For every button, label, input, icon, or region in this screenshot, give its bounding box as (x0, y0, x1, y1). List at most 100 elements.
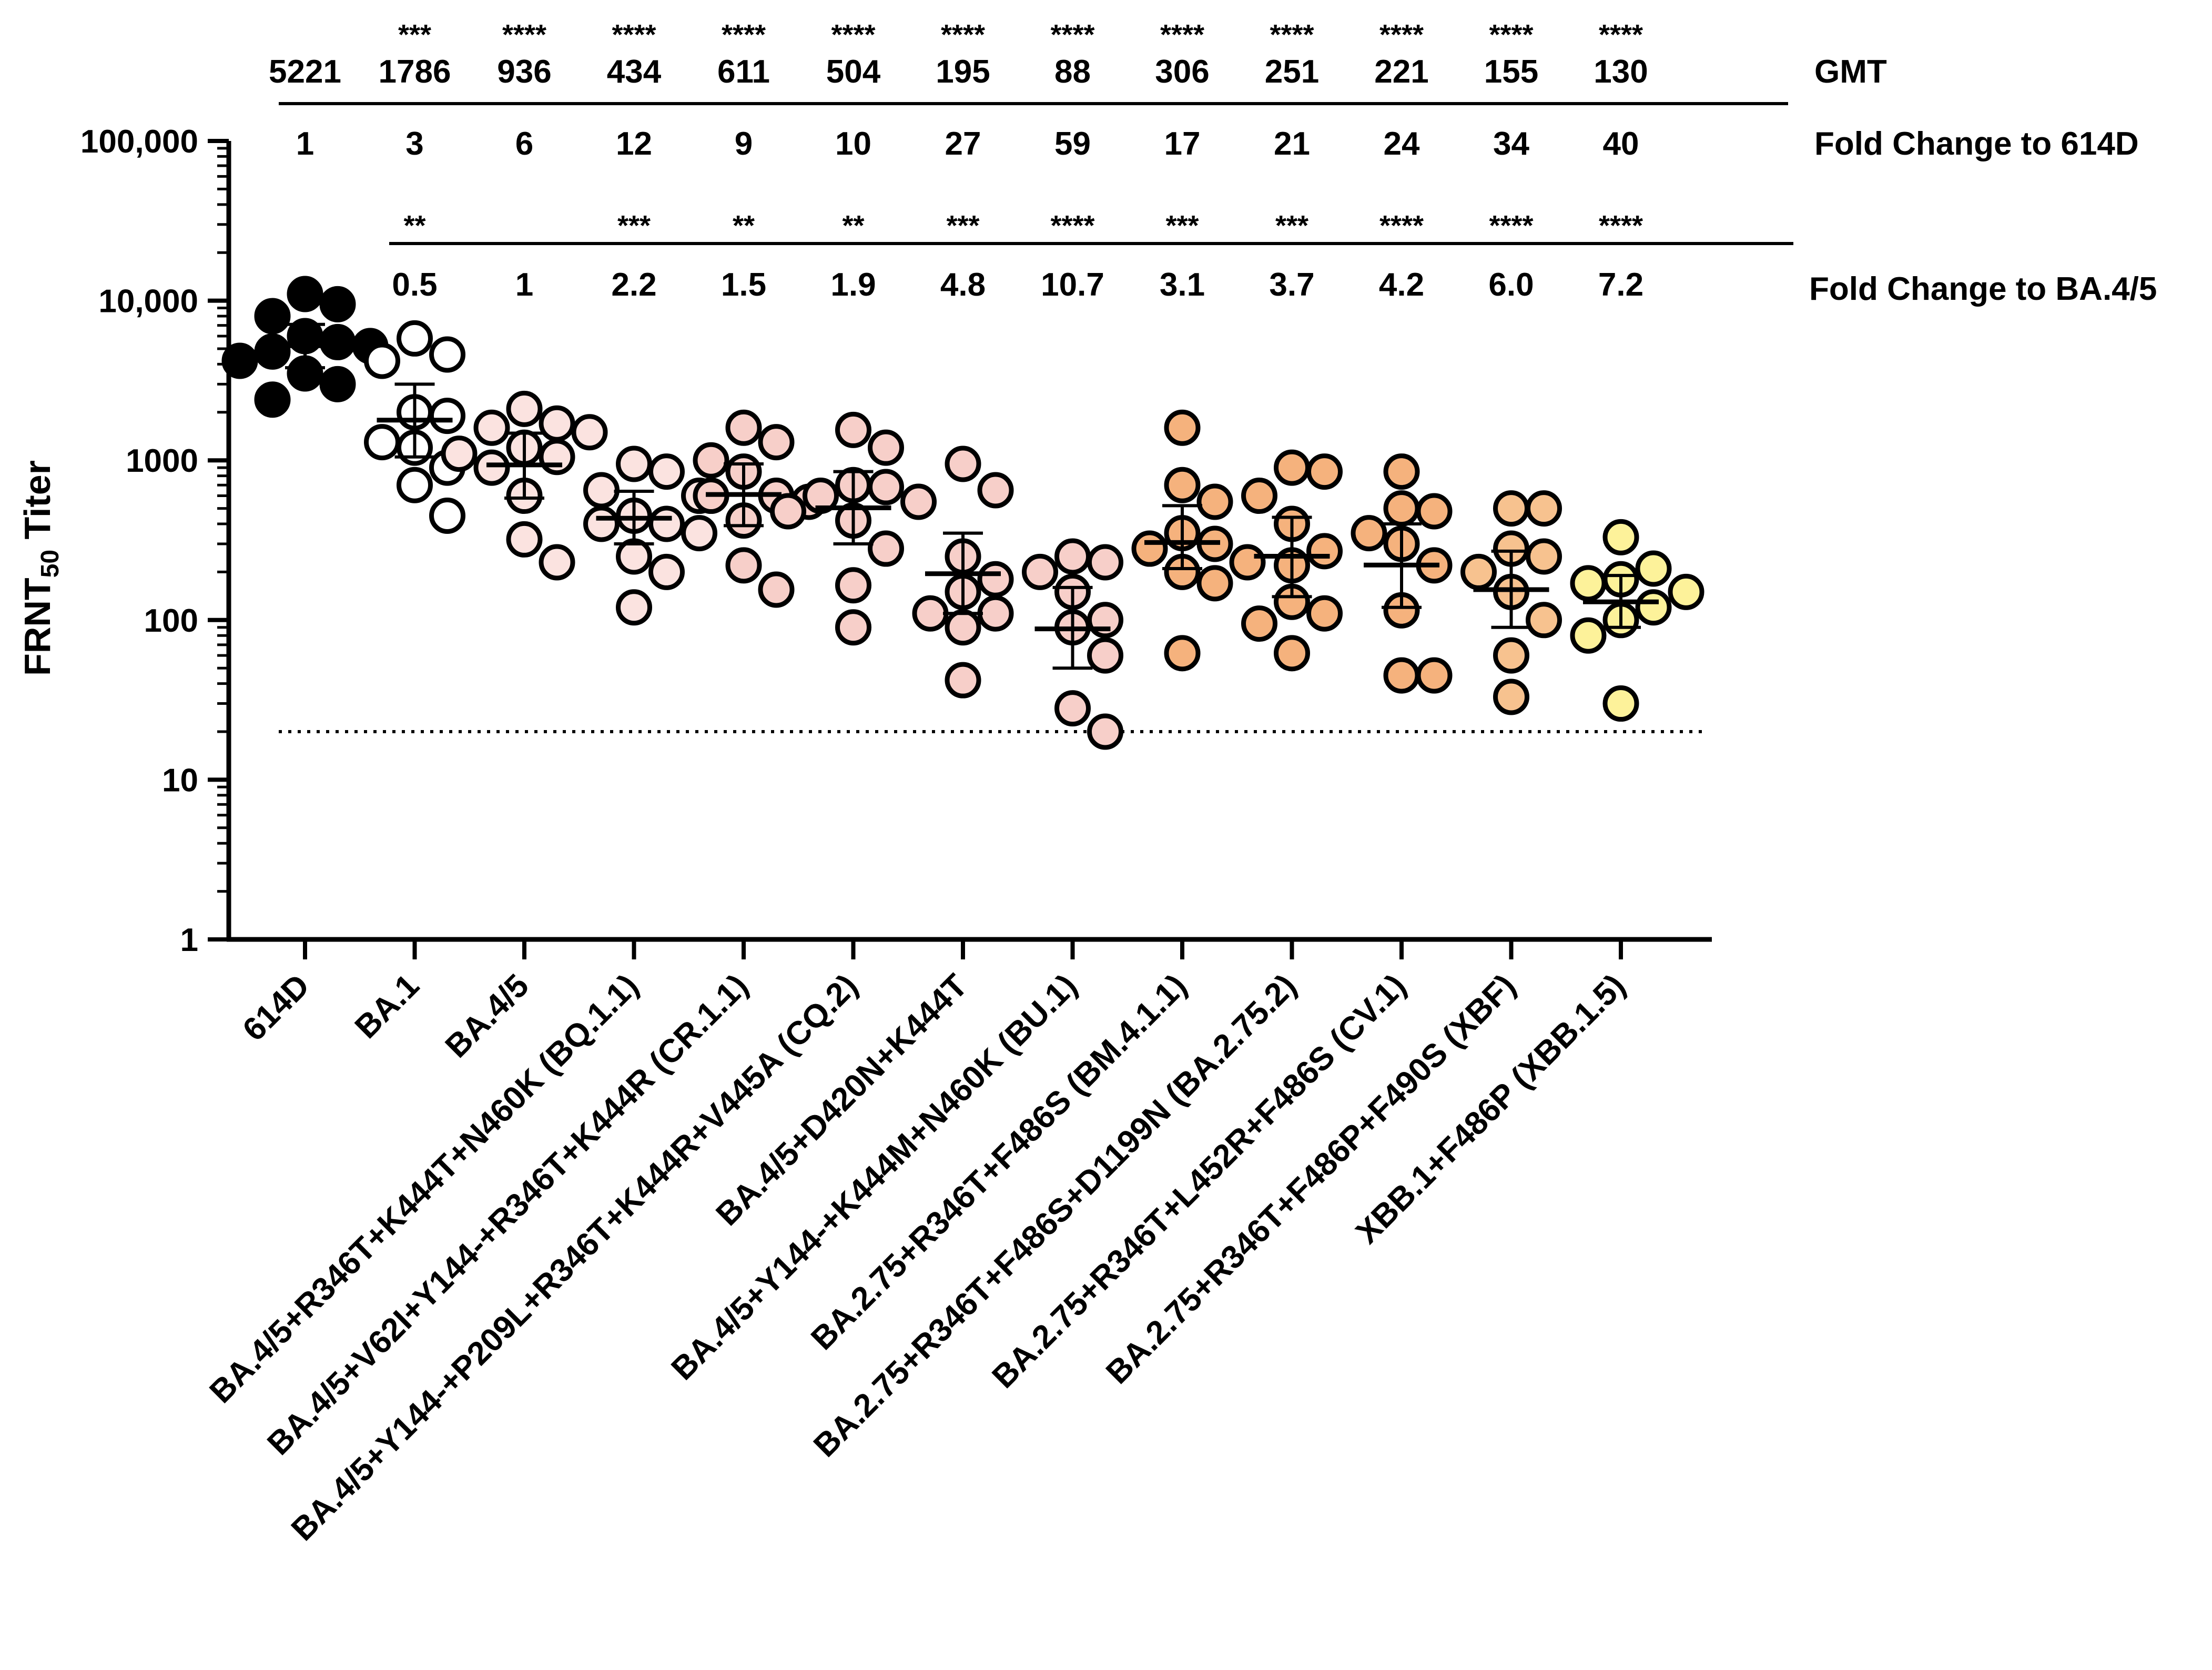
gmt-value: 306 (1155, 54, 1209, 90)
fold-change-ba45: 7.2 (1598, 267, 1643, 303)
y-tick-label: 100 (144, 603, 198, 639)
x-tick-label: 614D (236, 967, 317, 1048)
data-point (770, 493, 806, 530)
fold-change-ba45: 1 (515, 267, 533, 303)
fold-change-614d: 3 (405, 126, 423, 162)
data-point (441, 436, 478, 472)
data-point (429, 398, 465, 434)
x-tick-label: BA.1 (348, 967, 427, 1046)
gmt-value: 88 (1054, 54, 1091, 90)
ba45-significance: **** (1050, 210, 1094, 241)
data-point (1383, 490, 1420, 527)
y-tick-label: 1 (180, 922, 198, 958)
data-point (1668, 573, 1704, 610)
data-point (364, 424, 400, 461)
data-point (868, 530, 904, 567)
data-point (1460, 553, 1497, 590)
gmt-value: 130 (1594, 54, 1648, 90)
fold-change-614d: 10 (835, 126, 871, 162)
data-point (1526, 490, 1562, 527)
data-point (1416, 657, 1453, 694)
data-point (945, 446, 981, 482)
data-point (1274, 449, 1310, 486)
data-point (1570, 617, 1607, 654)
data-point (1196, 565, 1233, 602)
data-point (1306, 595, 1343, 632)
data-point (539, 405, 575, 442)
fold-change-614d: 34 (1493, 126, 1529, 162)
ba45-significance: ** (403, 210, 425, 241)
data-point (583, 472, 620, 509)
gmt-significance: **** (1160, 19, 1204, 50)
data-point (758, 424, 795, 461)
gmt-value: 434 (607, 54, 662, 90)
data-point (1087, 637, 1123, 674)
data-point (397, 467, 433, 503)
x-tick-labels: 614D BA.1 BA.4/5BA.4/5+R346T+K444T+N460K (… (202, 967, 1632, 1548)
fold-change-ba45: 4.2 (1379, 267, 1424, 303)
ba45-significance: **** (1489, 210, 1533, 241)
gmt-value: 504 (826, 54, 881, 90)
x-tick-label: BA.2.75+R346T+F486P+F490S (XBF) (1099, 967, 1523, 1391)
data-point (616, 538, 652, 575)
fold-change-614d: 59 (1054, 126, 1091, 162)
ba45-significance: ** (842, 210, 864, 241)
x-tick-label: BA.2.75+R346T+L452R+F486S (CV.1) (985, 967, 1413, 1395)
y-tick-label: 1000 (126, 443, 198, 479)
fold-change-614d: 21 (1274, 126, 1310, 162)
fold-614d-row-label: Fold Change to 614D (1814, 126, 2139, 162)
axes: 1 10 100 1000 10,000 100,000 (80, 124, 1712, 959)
data-point (364, 342, 400, 379)
y-tick-label: 10,000 (98, 284, 198, 320)
data-point (1164, 467, 1201, 503)
data-point (900, 483, 937, 520)
gmt-value: 251 (1265, 54, 1319, 90)
data-point (1570, 565, 1607, 602)
data-point (506, 521, 543, 558)
data-point (835, 609, 871, 646)
data-point (945, 609, 981, 646)
fold-change-ba45: 4.8 (940, 267, 986, 303)
data-point (977, 472, 1014, 509)
data-point (868, 469, 904, 505)
fold-change-614d: 40 (1603, 126, 1639, 162)
data-point (835, 567, 871, 604)
fold-change-ba45: 6.0 (1488, 267, 1534, 303)
data-point (1196, 483, 1233, 520)
data-point (1493, 637, 1529, 674)
data-point (648, 553, 685, 590)
fold-change-ba45: 1.5 (721, 267, 766, 303)
data-point (583, 505, 620, 542)
gmt-significance: **** (1599, 19, 1643, 50)
data-point (1054, 538, 1091, 575)
data-point (1164, 409, 1201, 446)
data-point (1131, 530, 1168, 567)
data-point (254, 333, 291, 370)
ba45-significance: *** (946, 210, 979, 241)
gmt-value: 195 (936, 54, 990, 90)
data-point (1241, 478, 1277, 514)
data-point (1229, 544, 1266, 581)
y-axis-label-subscript: 50 (36, 550, 64, 578)
data-point (1493, 490, 1529, 527)
data-point (1635, 550, 1672, 587)
data-point (1022, 553, 1058, 590)
data-point (1526, 538, 1562, 575)
data-point (1241, 605, 1277, 642)
gmt-bars (267, 322, 1659, 670)
gmt-row-label: GMT (1814, 54, 1887, 90)
data-point (1635, 589, 1672, 626)
gmt-significance: **** (1050, 19, 1094, 50)
ba45-significance: ** (733, 210, 755, 241)
data-point (1274, 635, 1310, 672)
data-point (221, 342, 258, 379)
data-point (1602, 519, 1639, 555)
data-point (1054, 690, 1091, 727)
y-axis-label: FRNT50 Titer (17, 460, 64, 676)
data-point (616, 589, 652, 626)
fold-change-614d: 6 (515, 126, 533, 162)
gmt-significance: **** (1379, 19, 1424, 50)
data-point (1306, 453, 1343, 490)
data-point (1493, 679, 1529, 715)
data-point (693, 442, 729, 479)
